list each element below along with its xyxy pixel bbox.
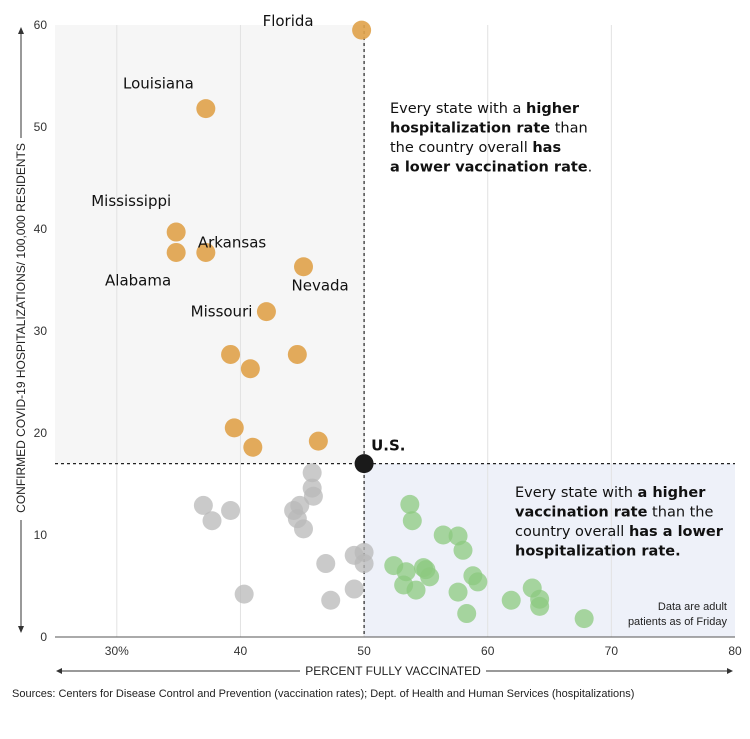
data-note: Data are adult: [658, 601, 727, 613]
state-point-missouri: [256, 302, 276, 322]
state-point: [354, 554, 374, 574]
annotation-text-segment: hospitalization rate.: [515, 544, 681, 560]
state-label-missouri: Missouri: [191, 303, 253, 321]
y-tick-label: 30: [34, 324, 48, 338]
state-point-louisiana: [196, 99, 216, 119]
state-point: [221, 501, 241, 521]
state-point-florida: [352, 20, 372, 40]
state-label-mississippi: Mississippi: [91, 192, 171, 210]
state-point: [406, 580, 426, 600]
state-points: [166, 20, 594, 629]
state-point: [303, 486, 323, 506]
state-point-arkansas: [196, 242, 216, 262]
annotation-text-segment: than: [550, 121, 588, 137]
state-point: [302, 463, 322, 483]
state-point: [287, 344, 307, 364]
data-note: patients as of Friday: [628, 616, 728, 628]
y-tick-label: 60: [34, 18, 48, 32]
state-point: [501, 590, 521, 610]
state-point: [193, 495, 213, 515]
state-point: [308, 431, 328, 451]
annotation-text-segment: than the: [647, 505, 713, 521]
chart-regions: [55, 25, 735, 637]
state-point: [448, 582, 468, 602]
x-tick-label: 70: [605, 644, 619, 658]
state-point: [420, 567, 440, 587]
us-guide-lines: [55, 25, 735, 637]
state-label-arkansas: Arkansas: [198, 233, 267, 251]
state-point: [240, 359, 260, 379]
us-point: [354, 454, 374, 474]
state-point: [457, 604, 477, 624]
y-axis-title: CONFIRMED COVID-19 HOSPITALIZATIONS/ 100…: [14, 143, 28, 513]
x-arrow-head-right: [727, 668, 733, 674]
state-label-alabama: Alabama: [105, 271, 171, 289]
state-point: [243, 437, 263, 457]
state-point: [448, 526, 468, 546]
chart-annotations: Every state with a higher hospitalization…: [390, 101, 727, 628]
annotation-text-segment: Every state with: [515, 485, 638, 501]
y-tick-label: 50: [34, 120, 48, 134]
y-tick-label: 0: [40, 630, 47, 644]
x-arrow-head-left: [56, 668, 62, 674]
source-note: Sources: Centers for Disease Control and…: [12, 688, 635, 700]
state-point: [221, 344, 241, 364]
y-tick-label: 20: [34, 426, 48, 440]
x-tick-label: 40: [234, 644, 248, 658]
annotation-text-segment: the country overall: [390, 140, 532, 156]
state-point-nevada: [294, 257, 314, 277]
annotation-text-segment: Every state with a: [390, 101, 526, 117]
us-label: U.S.: [371, 437, 405, 455]
state-point: [234, 584, 254, 604]
y-arrow-head-top: [18, 27, 24, 34]
state-point: [433, 525, 453, 545]
state-point: [468, 572, 488, 592]
annotation-text-segment: country overall: [515, 524, 629, 540]
annotation-text-segment: a lower vaccination rate: [390, 160, 588, 176]
x-tick-label: 50: [357, 644, 371, 658]
state-point: [453, 540, 473, 560]
annotation-text-segment: has: [532, 140, 561, 156]
state-point: [402, 511, 422, 531]
region-higher-vaccination: [364, 463, 735, 637]
state-labels: U.S. Florida Louisiana Mississippi Arkansas A…: [91, 12, 405, 455]
annotation-higher-vaccination: Every state with a higher vaccination rat…: [515, 485, 724, 560]
annotation-text-segment: has a lower: [629, 524, 724, 540]
state-point: [224, 418, 244, 438]
state-point: [290, 495, 310, 515]
state-point: [294, 519, 314, 539]
state-label-florida: Florida: [263, 12, 314, 30]
state-point: [202, 511, 222, 531]
annotation-text-segment: hospitalization rate: [390, 121, 550, 137]
y-tick-label: 10: [34, 528, 48, 542]
annotation-text-segment: vaccination rate: [515, 505, 648, 521]
x-tick-label: 60: [481, 644, 495, 658]
annotation-text-segment: .: [588, 160, 593, 176]
state-point: [400, 494, 420, 514]
x-tick-label: 80: [728, 644, 742, 658]
state-point: [316, 554, 336, 574]
y-tick-label: 40: [34, 222, 48, 236]
state-point: [321, 590, 341, 610]
state-point-alabama: [166, 242, 186, 262]
annotation-text-segment: a higher: [638, 485, 707, 501]
state-label-louisiana: Louisiana: [123, 75, 194, 93]
state-point: [574, 609, 594, 629]
state-point: [344, 579, 364, 599]
state-point: [530, 596, 550, 616]
x-tick-label: 30%: [105, 644, 129, 658]
annotation-text-segment: higher: [526, 101, 580, 117]
y-arrow-head-bottom: [18, 626, 24, 633]
state-point-mississippi: [166, 222, 186, 242]
x-axis-title: PERCENT FULLY VACCINATED: [305, 664, 481, 678]
annotation-higher-hospitalization: Every state with a higher hospitalization…: [390, 101, 592, 176]
state-label-nevada: Nevada: [292, 277, 349, 295]
